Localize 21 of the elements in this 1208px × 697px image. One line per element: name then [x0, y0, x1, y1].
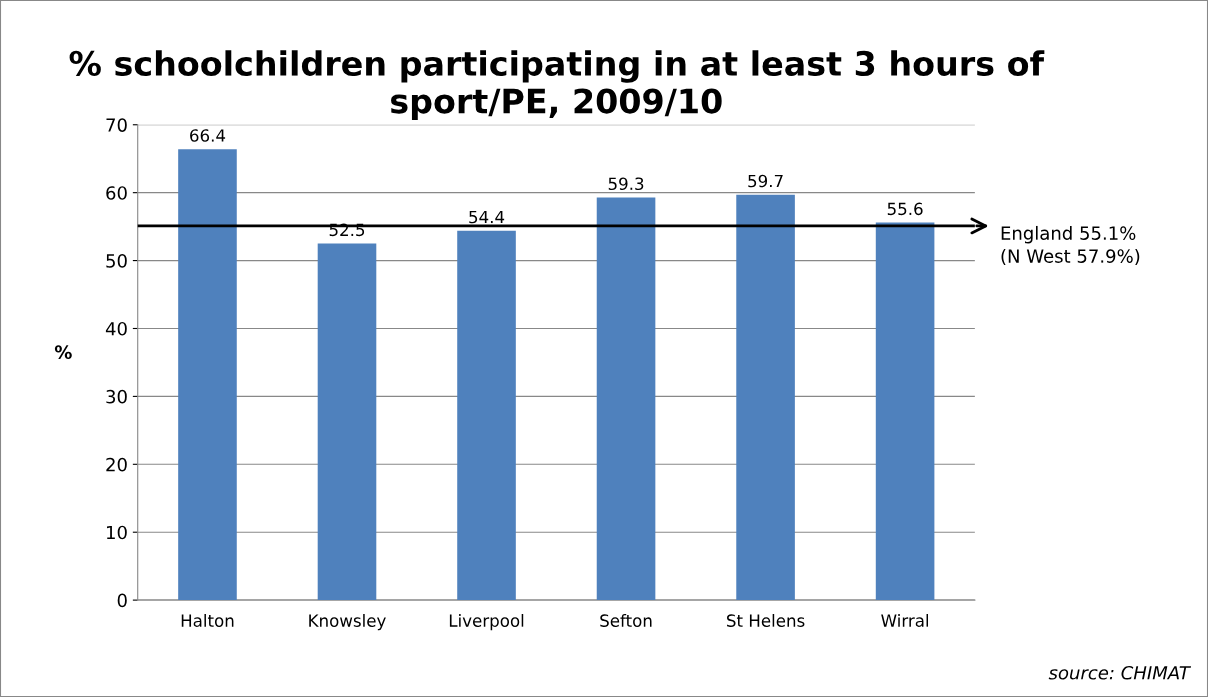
y-tick-label: 30: [106, 389, 127, 404]
y-tick-label: 10: [107, 525, 127, 540]
x-tick-label: Knowsley: [309, 614, 386, 631]
y-tick-label: 50: [106, 254, 127, 268]
x-tick-label: St Helens: [727, 614, 805, 627]
legend-label: England 55.1% (N West 57.9%): [1001, 225, 1140, 266]
source-note: source: CHIMAT: [1048, 665, 1192, 680]
y-tick-label: 60: [106, 186, 127, 200]
x-tick-label: Halton: [181, 614, 234, 627]
y-axis-title: %: [54, 345, 72, 359]
data-label: 66.4: [190, 129, 226, 142]
x-tick-label: Wirral: [881, 614, 929, 627]
y-tick-label: 0: [117, 593, 127, 608]
x-tick-label: Sefton: [600, 614, 652, 627]
x-tick-label: Liverpool: [449, 614, 524, 631]
data-label: 59.3: [608, 177, 644, 191]
data-label: 55.6: [887, 202, 923, 216]
data-label: 59.7: [748, 174, 783, 188]
y-tick-label: 20: [106, 457, 127, 472]
y-tick-label: 40: [105, 321, 127, 336]
data-label: 54.4: [469, 210, 505, 224]
